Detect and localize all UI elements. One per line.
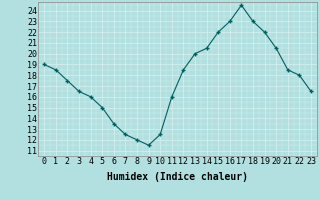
X-axis label: Humidex (Indice chaleur): Humidex (Indice chaleur) (107, 172, 248, 182)
